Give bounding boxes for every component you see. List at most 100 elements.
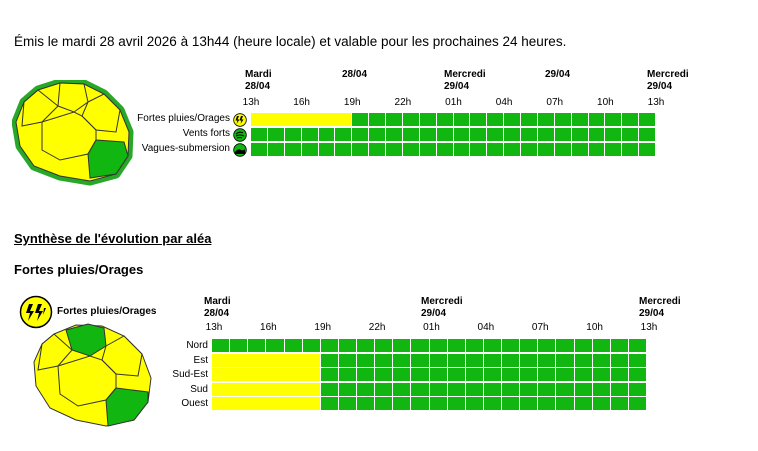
timeline-cell[interactable] xyxy=(574,368,593,381)
timeline-cell[interactable] xyxy=(628,353,647,367)
timeline-cell[interactable] xyxy=(483,368,502,381)
timeline-cell[interactable] xyxy=(610,353,629,367)
timeline-cell[interactable] xyxy=(352,128,370,141)
timeline-cell[interactable] xyxy=(556,368,575,381)
timeline-cell[interactable] xyxy=(453,113,471,126)
timeline-cell[interactable] xyxy=(554,143,572,156)
timeline-cell[interactable] xyxy=(375,339,394,352)
timeline-cell[interactable] xyxy=(338,368,357,381)
timeline-cell[interactable] xyxy=(230,397,249,410)
timeline-cell[interactable] xyxy=(487,113,505,126)
timeline-cell[interactable] xyxy=(574,353,593,367)
timeline-cell[interactable] xyxy=(436,143,454,156)
timeline-cell[interactable] xyxy=(393,353,412,367)
timeline-cell[interactable] xyxy=(483,353,502,367)
timeline-cell[interactable] xyxy=(487,128,505,141)
timeline-cell[interactable] xyxy=(429,353,448,367)
timeline-cell[interactable] xyxy=(402,128,420,141)
timeline-cell[interactable] xyxy=(436,128,454,141)
timeline-cell[interactable] xyxy=(538,353,557,367)
timeline-cell[interactable] xyxy=(369,128,386,141)
timeline-cell[interactable] xyxy=(320,339,339,352)
timeline-cell[interactable] xyxy=(574,382,593,396)
timeline-cell[interactable] xyxy=(266,368,285,381)
timeline-cell[interactable] xyxy=(470,143,488,156)
timeline-cell[interactable] xyxy=(447,368,466,381)
timeline-cell[interactable] xyxy=(502,368,521,381)
timeline-cell[interactable] xyxy=(375,397,394,410)
timeline-cell[interactable] xyxy=(338,353,357,367)
timeline-cell[interactable] xyxy=(447,353,466,367)
timeline-cell[interactable] xyxy=(230,382,249,396)
timeline-cell[interactable] xyxy=(538,397,557,410)
timeline-cell[interactable] xyxy=(357,368,376,381)
timeline-cell[interactable] xyxy=(465,368,484,381)
timeline-cell[interactable] xyxy=(284,113,302,126)
timeline-cell[interactable] xyxy=(251,113,268,126)
timeline-cell[interactable] xyxy=(453,143,471,156)
timeline-cell[interactable] xyxy=(520,353,539,367)
timeline-cell[interactable] xyxy=(267,128,285,141)
timeline-cell[interactable] xyxy=(447,339,466,352)
timeline-cell[interactable] xyxy=(302,397,321,410)
timeline-cell[interactable] xyxy=(605,128,623,141)
timeline-cell[interactable] xyxy=(375,382,394,396)
timeline-cell[interactable] xyxy=(266,382,285,396)
timeline-cell[interactable] xyxy=(556,353,575,367)
timeline-cell[interactable] xyxy=(520,382,539,396)
timeline-cell[interactable] xyxy=(335,143,353,156)
timeline-cell[interactable] xyxy=(284,143,302,156)
timeline-cell[interactable] xyxy=(487,143,505,156)
timeline-cell[interactable] xyxy=(393,339,412,352)
timeline-cell[interactable] xyxy=(447,397,466,410)
timeline-cell[interactable] xyxy=(605,113,623,126)
timeline-cell[interactable] xyxy=(571,128,589,141)
timeline-cell[interactable] xyxy=(267,143,285,156)
timeline-cell[interactable] xyxy=(521,143,538,156)
timeline-cell[interactable] xyxy=(393,382,412,396)
timeline-cell[interactable] xyxy=(352,143,370,156)
timeline-cell[interactable] xyxy=(411,353,430,367)
timeline-cell[interactable] xyxy=(453,128,471,141)
timeline-cell[interactable] xyxy=(369,113,386,126)
timeline-cell[interactable] xyxy=(375,353,394,367)
timeline-cell[interactable] xyxy=(538,382,557,396)
timeline-cell[interactable] xyxy=(335,128,353,141)
timeline-cell[interactable] xyxy=(639,113,656,126)
timeline-cell[interactable] xyxy=(554,113,572,126)
timeline-cell[interactable] xyxy=(571,143,589,156)
timeline-cell[interactable] xyxy=(520,339,539,352)
timeline-cell[interactable] xyxy=(628,339,647,352)
timeline-cell[interactable] xyxy=(230,368,249,381)
timeline-cell[interactable] xyxy=(628,368,647,381)
timeline-cell[interactable] xyxy=(320,353,339,367)
timeline-cell[interactable] xyxy=(639,128,656,141)
timeline-cell[interactable] xyxy=(301,128,319,141)
timeline-cell[interactable] xyxy=(302,368,321,381)
timeline-cell[interactable] xyxy=(537,128,555,141)
zone-timeline-bar[interactable] xyxy=(212,353,647,367)
timeline-cell[interactable] xyxy=(251,143,268,156)
timeline-cell[interactable] xyxy=(248,397,267,410)
timeline-cell[interactable] xyxy=(284,368,303,381)
timeline-cell[interactable] xyxy=(386,128,403,141)
zone-ouest[interactable] xyxy=(21,89,59,127)
timeline-cell[interactable] xyxy=(248,382,267,396)
timeline-cell[interactable] xyxy=(248,339,267,352)
timeline-cell[interactable] xyxy=(429,368,448,381)
timeline-cell[interactable] xyxy=(502,397,521,410)
timeline-cell[interactable] xyxy=(520,368,539,381)
timeline-cell[interactable] xyxy=(212,397,231,410)
timeline-cell[interactable] xyxy=(357,339,376,352)
timeline-cell[interactable] xyxy=(393,397,412,410)
timeline-cell[interactable] xyxy=(301,143,319,156)
timeline-cell[interactable] xyxy=(588,143,606,156)
timeline-cell[interactable] xyxy=(352,113,370,126)
timeline-cell[interactable] xyxy=(592,397,611,410)
timeline-cell[interactable] xyxy=(419,128,437,141)
zone-sud[interactable] xyxy=(57,355,117,407)
timeline-cell[interactable] xyxy=(212,382,231,396)
timeline-cell[interactable] xyxy=(465,353,484,367)
reunion-overview-map[interactable] xyxy=(12,80,136,186)
timeline-cell[interactable] xyxy=(302,339,321,352)
